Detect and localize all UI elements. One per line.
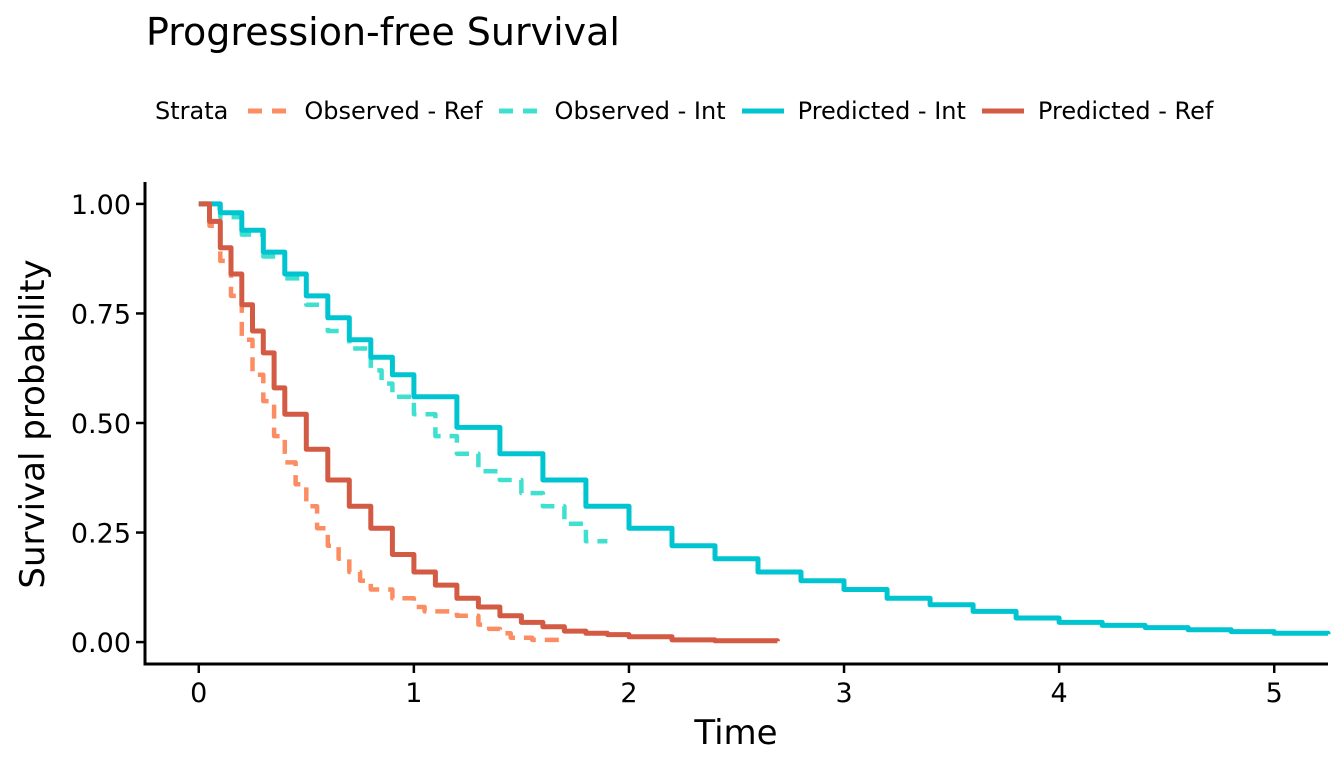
- x-axis-title: Time: [693, 713, 777, 753]
- x-tick-label: 5: [1266, 678, 1283, 709]
- series-line-observed-ref: [198, 201, 565, 643]
- legend-item-predicted-int: Predicted - Int: [740, 97, 966, 125]
- x-tick-label: 1: [405, 678, 422, 709]
- legend-label-observed-ref: Observed - Ref: [304, 97, 483, 125]
- y-tick-label: 0.25: [71, 519, 131, 550]
- y-tick-label: 0.50: [71, 409, 131, 440]
- legend-key-predicted-ref: [981, 108, 1024, 114]
- y-axis-title: Survival probability: [13, 259, 53, 588]
- axis-layer: 0 1 2 3 4 5 0.00 0.25 0.50 0.75 1.00: [71, 182, 1328, 709]
- legend-label-predicted-int: Predicted - Int: [797, 97, 966, 125]
- legend-item-predicted-ref: Predicted - Ref: [980, 97, 1213, 125]
- y-tick-label: 1.00: [71, 190, 131, 221]
- x-tick-label: 4: [1051, 678, 1068, 709]
- x-tick-label: 2: [620, 678, 637, 709]
- y-tick-label: 0.00: [71, 628, 131, 659]
- legend-label-observed-int: Observed - Int: [554, 97, 726, 125]
- series-line-predicted-ref: [198, 201, 780, 644]
- series-layer: [198, 201, 1331, 644]
- legend-label-predicted-ref: Predicted - Ref: [1037, 97, 1214, 125]
- y-tick-label: 0.75: [71, 299, 131, 330]
- legend-key-observed-int: [498, 108, 541, 114]
- legend-item-observed-int: Observed - Int: [497, 97, 726, 125]
- chart-title: Progression-free Survival: [146, 10, 620, 54]
- legend-item-observed-ref: Observed - Ref: [246, 97, 483, 125]
- legend-title: Strata: [155, 97, 229, 125]
- legend-key-observed-ref: [248, 108, 291, 114]
- legend: Strata Observed - Ref Observed - Int Pre…: [155, 93, 1227, 129]
- x-tick-label: 0: [190, 678, 207, 709]
- series-line-predicted-int: [198, 201, 1331, 636]
- x-tick-label: 3: [835, 678, 852, 709]
- legend-key-predicted-int: [741, 108, 784, 114]
